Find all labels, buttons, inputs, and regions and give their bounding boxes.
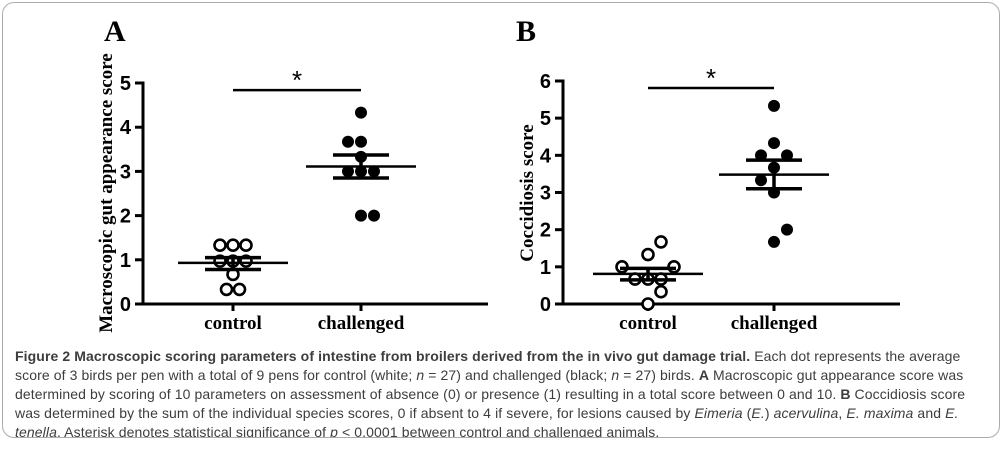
caption-italic-text: E. maxima bbox=[846, 405, 914, 421]
caption-italic-text: E. tenella bbox=[15, 405, 959, 438]
caption-text: = 27) and challenged (black; bbox=[424, 367, 612, 383]
data-point-open bbox=[641, 297, 655, 311]
data-point-solid bbox=[342, 135, 354, 148]
data-point-solid bbox=[368, 165, 380, 178]
caption-text: Macroscopic gut appearance score was det… bbox=[15, 367, 964, 402]
data-point-solid bbox=[355, 106, 367, 119]
caption-bold-text: Figure 2 bbox=[15, 348, 71, 364]
significance-asterisk: * bbox=[706, 63, 716, 93]
y-tick-label: 3 bbox=[540, 183, 551, 205]
caption-italic-text: p bbox=[330, 424, 339, 438]
caption-italic-text: acervulina bbox=[773, 405, 839, 421]
y-tick-label: 4 bbox=[120, 117, 132, 139]
y-tick-label: 4 bbox=[540, 145, 552, 167]
caption-italic-text: n bbox=[416, 367, 425, 383]
caption-bold-text: B bbox=[840, 386, 851, 402]
y-tick-label: 0 bbox=[120, 294, 131, 316]
y-tick-label: 2 bbox=[120, 206, 131, 228]
data-point-open bbox=[654, 235, 668, 249]
data-point-solid bbox=[781, 223, 793, 236]
caption-text: ( bbox=[742, 405, 752, 421]
caption-italic-text: n bbox=[611, 367, 620, 383]
caption-text: ) bbox=[764, 405, 774, 421]
data-point-open bbox=[219, 282, 234, 297]
data-point-solid bbox=[768, 235, 780, 248]
figure-2-charts: 0 1 2 3 4 5 control challenged Macroscopic gut a… bbox=[96, 15, 900, 334]
x-category-label: control bbox=[619, 313, 677, 334]
y-tick-label: 3 bbox=[120, 161, 131, 183]
y-tick-label: 0 bbox=[540, 294, 551, 316]
panel-label: B bbox=[516, 15, 536, 48]
data-point-open bbox=[239, 238, 253, 253]
data-point-open bbox=[654, 284, 668, 299]
y-tick-label: 2 bbox=[540, 220, 551, 242]
data-point-solid bbox=[768, 137, 780, 150]
caption-text: = 27) birds. bbox=[619, 367, 699, 383]
data-point-solid bbox=[355, 135, 367, 148]
y-axis-label: Coccidiosis score bbox=[517, 124, 538, 261]
panel-label: A bbox=[104, 15, 126, 48]
y-tick-label: 1 bbox=[540, 257, 551, 279]
caption-text: < 0.0001 between control and challenged … bbox=[338, 424, 660, 438]
x-category-label: control bbox=[204, 313, 262, 334]
figure-caption: Figure 2 Macroscopic scoring parameters … bbox=[15, 347, 981, 438]
y-tick-label: 5 bbox=[540, 108, 551, 130]
caption-text: and bbox=[913, 405, 946, 421]
y-tick-label: 1 bbox=[120, 250, 131, 272]
caption-text: Each dot represents the average score of… bbox=[15, 348, 961, 383]
data-point-open bbox=[213, 238, 227, 253]
y-tick-label: 5 bbox=[120, 73, 131, 95]
y-tick-label: 6 bbox=[540, 71, 551, 93]
data-point-open bbox=[226, 238, 240, 253]
data-point-solid bbox=[368, 209, 380, 222]
caption-bold-text: A bbox=[698, 367, 710, 383]
data-point-solid bbox=[768, 99, 780, 112]
caption-text: . Asterisk denotes statistical significa… bbox=[56, 424, 331, 438]
data-point-solid bbox=[355, 209, 367, 222]
data-point-solid bbox=[755, 149, 767, 162]
y-axis-label: Macroscopic gut appearance score bbox=[96, 53, 117, 333]
caption-bold-text: Macroscopic scoring parameters of intest… bbox=[74, 348, 751, 364]
caption-text: , bbox=[838, 405, 847, 421]
data-point-solid bbox=[781, 149, 793, 162]
x-category-label: challenged bbox=[318, 313, 405, 334]
data-point-solid bbox=[755, 174, 767, 187]
x-category-label: challenged bbox=[731, 313, 818, 334]
caption-italic-text: Eimeria bbox=[694, 405, 743, 421]
data-point-solid bbox=[342, 165, 354, 178]
significance-asterisk: * bbox=[292, 65, 302, 95]
figure-box: 0 1 2 3 4 5 control challenged Macroscopic gut a… bbox=[2, 2, 1000, 438]
data-point-open bbox=[232, 282, 247, 297]
caption-italic-text: E. bbox=[751, 405, 765, 421]
caption-text: Coccidiosis score was determined by the … bbox=[15, 386, 966, 421]
data-point-open bbox=[641, 247, 655, 262]
